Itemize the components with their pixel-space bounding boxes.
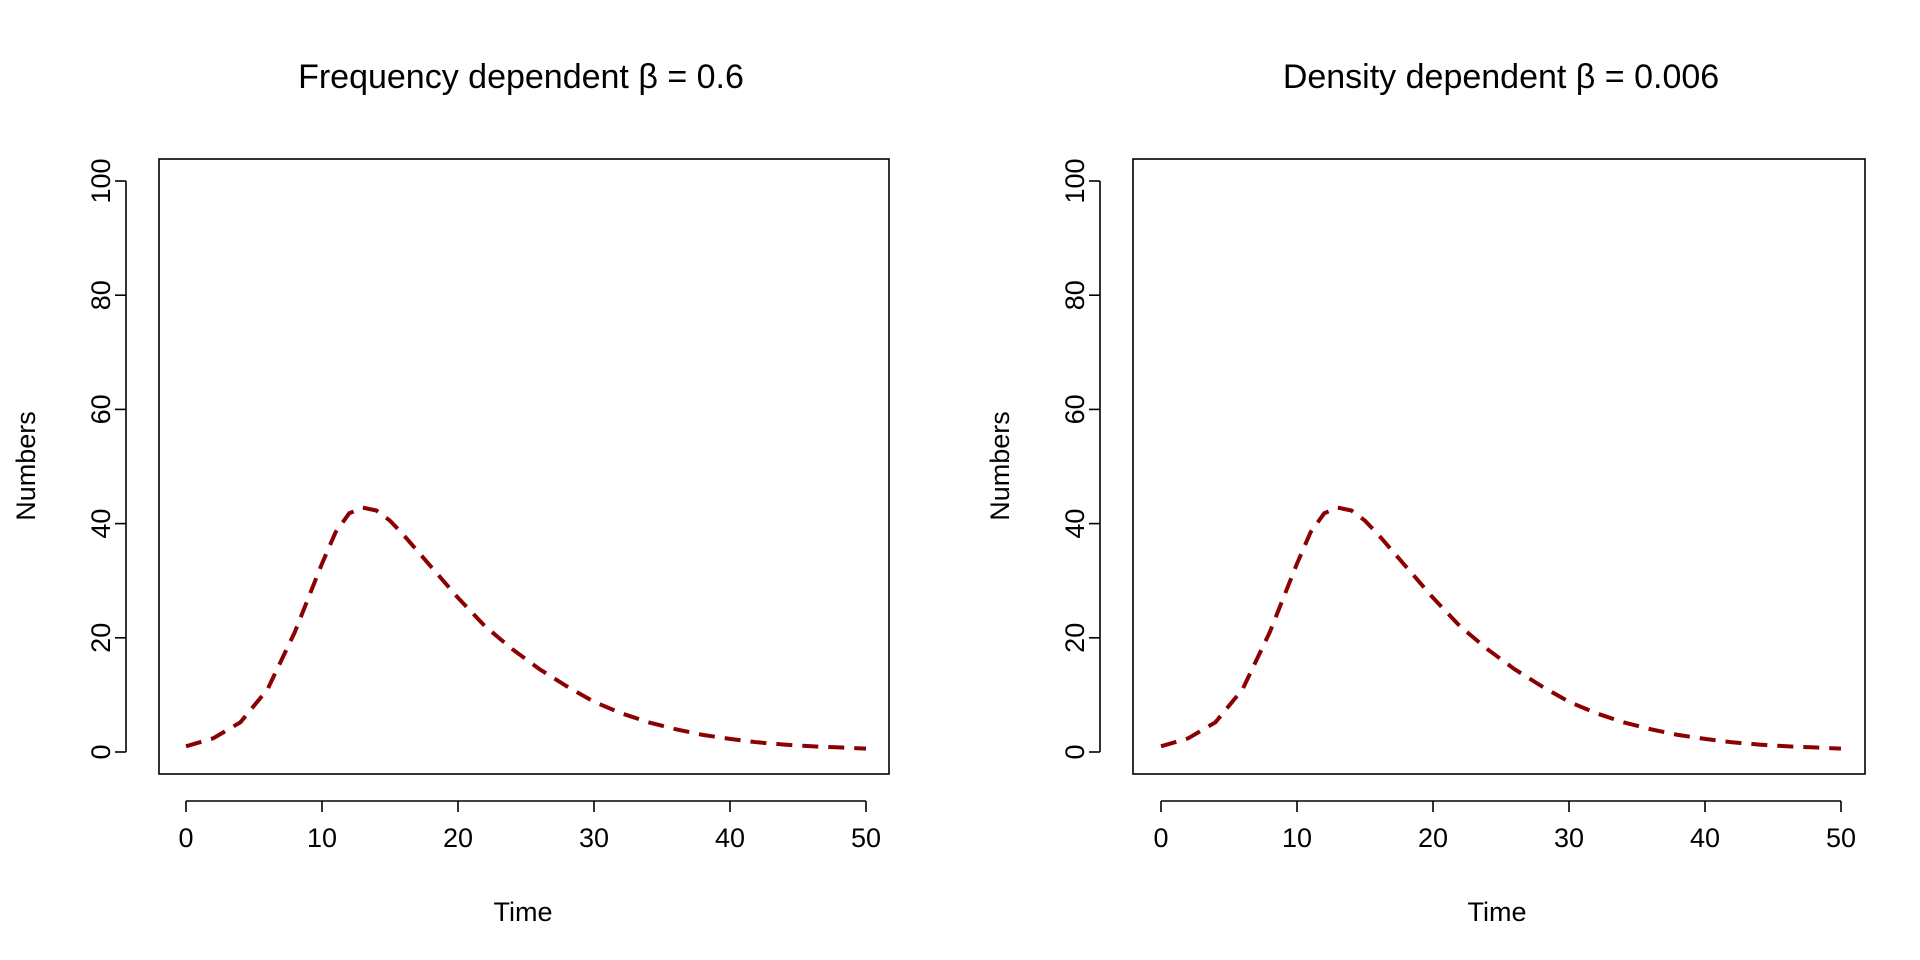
y-tick-label: 20 bbox=[1060, 623, 1090, 653]
y-tick-label: 100 bbox=[1060, 158, 1090, 203]
x-axis-title: Time bbox=[1468, 897, 1527, 927]
chart-panel-density: Density dependent β = 0.006 0 10 20 30 40 50 … bbox=[985, 58, 1866, 927]
plot-frame bbox=[158, 158, 890, 775]
x-axis-title: Time bbox=[494, 897, 553, 927]
chart-panel-frequency: Frequency dependent β = 0.6 0 10 20 30 40 50 … bbox=[11, 58, 890, 927]
x-tick-label: 40 bbox=[1690, 823, 1720, 853]
y-tick-label: 100 bbox=[86, 158, 116, 203]
y-axis: 0 20 40 60 80 100 bbox=[1060, 158, 1101, 760]
y-tick-label: 80 bbox=[86, 280, 116, 310]
y-tick-label: 40 bbox=[1060, 509, 1090, 539]
plot-frame bbox=[1132, 158, 1866, 775]
x-axis: 0 10 20 30 40 50 bbox=[178, 800, 881, 853]
y-axis: 0 20 40 60 80 100 bbox=[86, 158, 127, 760]
x-tick-label: 10 bbox=[1282, 823, 1312, 853]
y-tick-label: 60 bbox=[86, 394, 116, 424]
x-tick-label: 0 bbox=[178, 823, 193, 853]
y-tick-label: 20 bbox=[86, 623, 116, 653]
series-line bbox=[1160, 505, 1842, 751]
chart-title: Frequency dependent β = 0.6 bbox=[298, 58, 744, 96]
x-axis: 0 10 20 30 40 50 bbox=[1153, 800, 1856, 853]
x-tick-label: 0 bbox=[1153, 823, 1168, 853]
x-tick-label: 20 bbox=[1418, 823, 1448, 853]
y-tick-label: 0 bbox=[1060, 744, 1090, 759]
x-tick-label: 30 bbox=[1554, 823, 1584, 853]
series-group bbox=[1160, 505, 1842, 751]
y-tick-label: 80 bbox=[1060, 280, 1090, 310]
y-tick-label: 40 bbox=[86, 509, 116, 539]
y-axis-title: Numbers bbox=[985, 411, 1015, 521]
x-tick-label: 30 bbox=[579, 823, 609, 853]
x-tick-label: 50 bbox=[1826, 823, 1856, 853]
x-tick-label: 40 bbox=[715, 823, 745, 853]
series-group bbox=[185, 505, 867, 751]
y-axis-title: Numbers bbox=[11, 411, 41, 521]
chart-title: Density dependent β = 0.006 bbox=[1283, 58, 1719, 96]
y-tick-label: 0 bbox=[86, 744, 116, 759]
x-tick-label: 20 bbox=[443, 823, 473, 853]
y-tick-label: 60 bbox=[1060, 394, 1090, 424]
x-tick-label: 10 bbox=[307, 823, 337, 853]
x-tick-label: 50 bbox=[851, 823, 881, 853]
series-line bbox=[185, 505, 867, 751]
